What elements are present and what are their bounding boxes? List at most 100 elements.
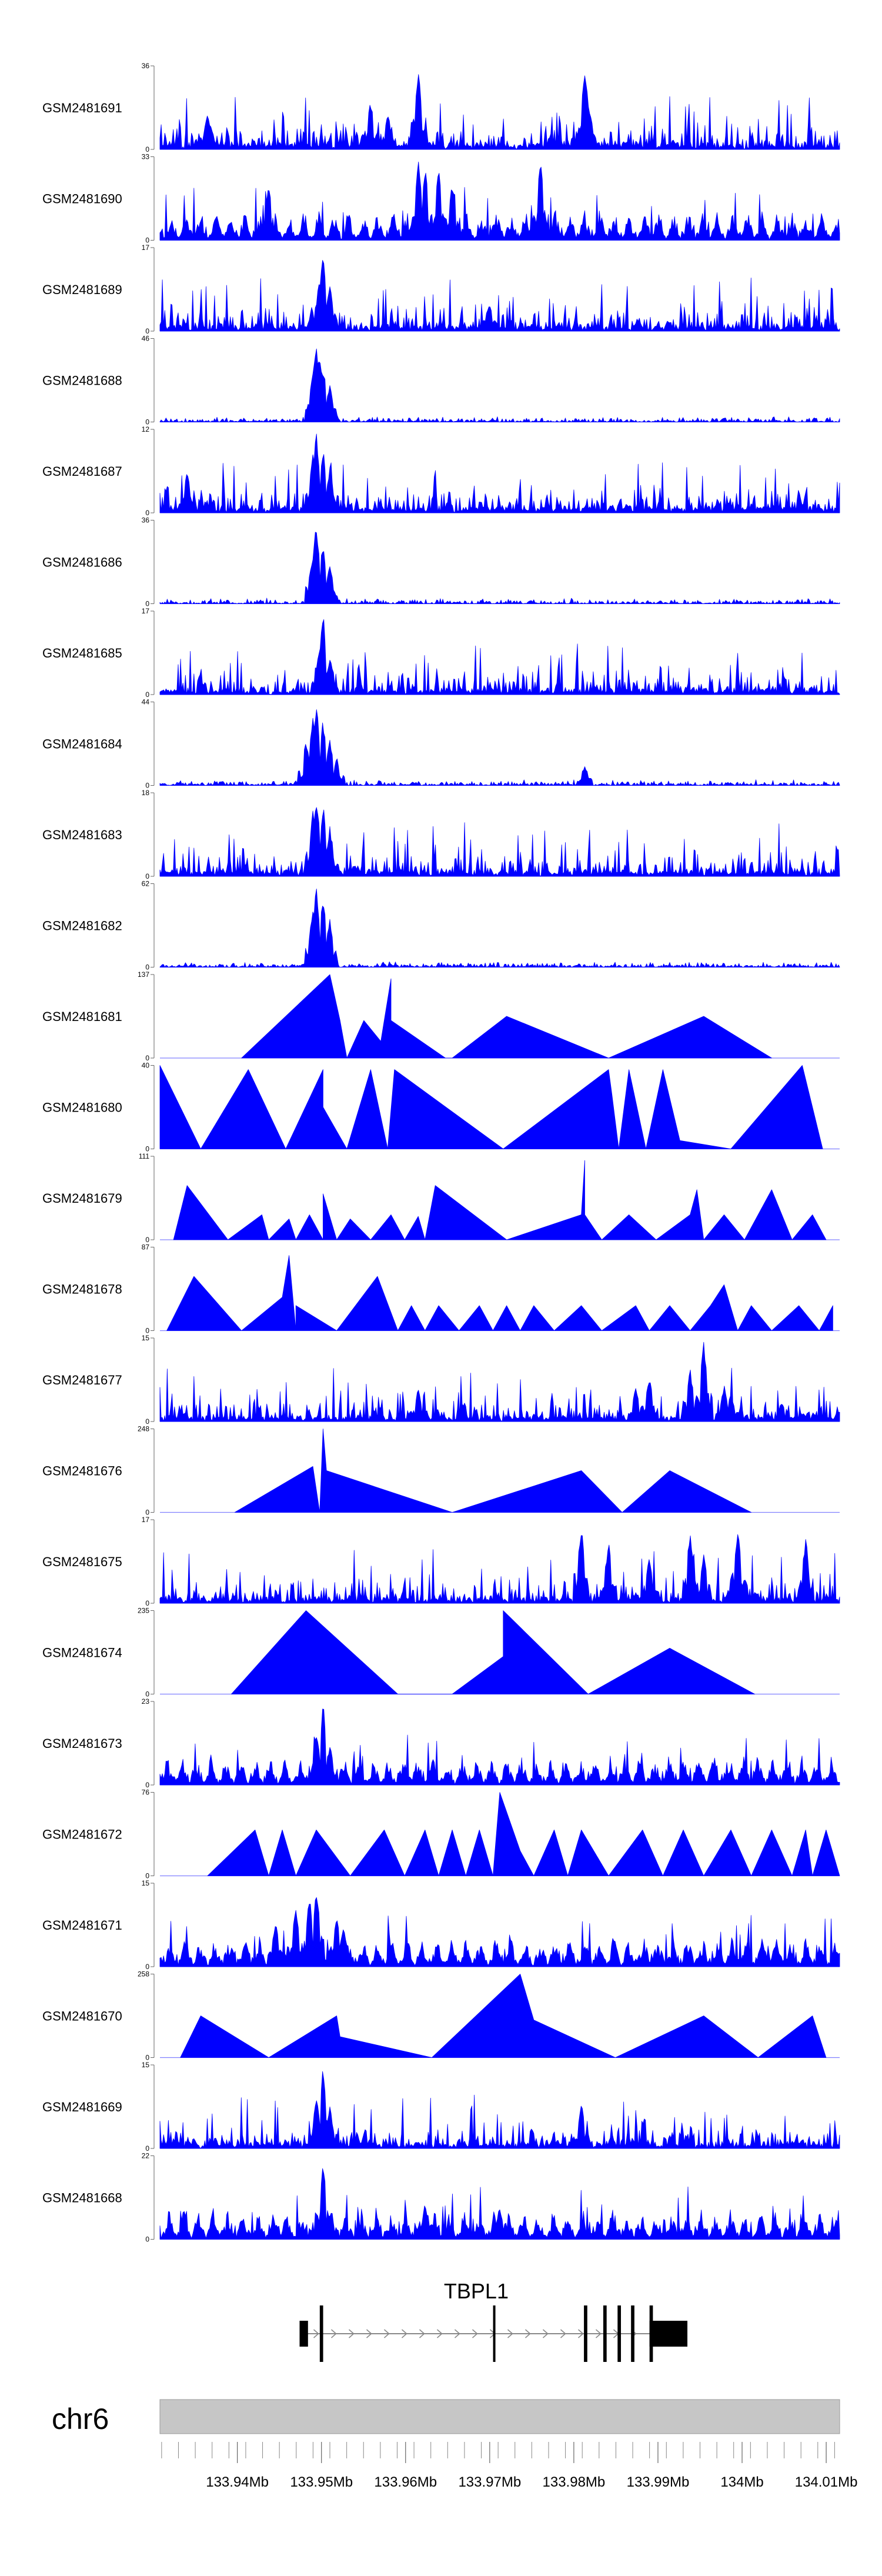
strand-arrow — [524, 2329, 531, 2338]
track-label: GSM2481674 — [42, 1646, 122, 1660]
y-tick-label-max: 17 — [142, 243, 150, 252]
track-label: GSM2481668 — [42, 2191, 122, 2205]
signal-area — [159, 2168, 840, 2240]
track-label: GSM2481669 — [42, 2100, 122, 2114]
strand-arrow — [348, 2329, 355, 2338]
y-tick-label-min: 0 — [145, 1236, 149, 1244]
y-tick-label-max: 36 — [142, 516, 150, 525]
y-tick-label-max: 22 — [142, 2152, 150, 2160]
track-GSM2481672: GSM2481672 76 0 — [42, 1788, 840, 1880]
track-GSM2481689: GSM2481689 17 0 — [42, 243, 840, 335]
signal-area — [159, 807, 840, 877]
gene-exon — [631, 2305, 634, 2362]
track-label: GSM2481685 — [42, 646, 122, 660]
y-tick-label-max: 111 — [139, 1152, 150, 1160]
axis-tick-label: 134.01Mb — [795, 2474, 858, 2490]
track-GSM2481679: GSM2481679 111 0 — [42, 1152, 840, 1244]
track-GSM2481682: GSM2481682 62 0 — [42, 880, 840, 972]
track-label: GSM2481683 — [42, 827, 122, 842]
axis-tick-label: 133.97Mb — [458, 2474, 521, 2490]
track-label: GSM2481688 — [42, 373, 122, 388]
y-tick-label-min: 0 — [145, 2235, 149, 2244]
strand-arrow — [436, 2329, 443, 2338]
gene-exon — [299, 2321, 308, 2347]
signal-area — [207, 1792, 840, 1876]
y-tick-label-max: 258 — [138, 1970, 149, 1978]
track-label: GSM2481673 — [42, 1736, 122, 1751]
y-tick-label-min: 0 — [145, 1599, 149, 1607]
strand-arrow — [507, 2329, 513, 2338]
y-tick-label-max: 62 — [142, 880, 150, 888]
track-label: GSM2481684 — [42, 737, 122, 752]
y-tick-label-min: 0 — [145, 145, 149, 154]
signal-area — [159, 619, 840, 695]
y-tick-label-min: 0 — [145, 872, 149, 880]
y-tick-label-max: 17 — [142, 1516, 150, 1524]
chromosome-band — [159, 2399, 840, 2434]
track-label: GSM2481677 — [42, 1373, 122, 1387]
y-tick-label-min: 0 — [145, 1417, 149, 1426]
y-tick-label-min: 0 — [145, 418, 149, 426]
y-tick-label-min: 0 — [145, 2054, 149, 2062]
axis-tick-label: 133.94Mb — [206, 2474, 269, 2490]
y-tick-label-max: 44 — [142, 698, 150, 706]
y-tick-label-max: 36 — [142, 62, 150, 70]
y-tick-label-max: 15 — [142, 2061, 150, 2069]
signal-area — [159, 2071, 840, 2149]
track-GSM2481671: GSM2481671 15 0 — [42, 1879, 840, 1971]
y-tick-label-max: 33 — [142, 153, 150, 161]
signal-area — [231, 1610, 755, 1694]
track-GSM2481687: GSM2481687 12 0 — [42, 425, 840, 517]
y-tick-label-max: 40 — [142, 1062, 150, 1070]
strand-arrow — [595, 2329, 602, 2338]
track-label: GSM2481675 — [42, 1554, 122, 1569]
y-tick-label-max: 76 — [142, 1788, 150, 1797]
ideogram-axis: chr6 133.94Mb 133.95Mb 133.96Mb 133.97Mb 133.… — [52, 2399, 858, 2490]
track-GSM2481691: GSM2481691 36 0 — [42, 62, 840, 154]
axis-tick-label: 133.96Mb — [374, 2474, 437, 2490]
strand-arrow — [366, 2329, 372, 2338]
y-tick-label-min: 0 — [145, 1690, 149, 1699]
strand-arrow — [330, 2329, 337, 2338]
signal-area — [173, 1160, 827, 1240]
gene-track: TBPL1 — [299, 2279, 688, 2362]
y-tick-label-min: 0 — [145, 690, 149, 699]
y-tick-label-min: 0 — [145, 1054, 149, 1062]
gene-name: TBPL1 — [444, 2279, 509, 2303]
track-GSM2481670: GSM2481670 258 0 — [42, 1970, 840, 2062]
track-label: GSM2481690 — [42, 192, 122, 206]
track-GSM2481688: GSM2481688 46 0 — [42, 335, 840, 426]
signal-area — [180, 1974, 827, 2058]
y-tick-label-min: 0 — [145, 236, 149, 245]
y-tick-label-min: 0 — [145, 327, 149, 335]
y-tick-label-max: 137 — [138, 970, 149, 979]
track-GSM2481678: GSM2481678 87 0 — [42, 1243, 840, 1335]
strand-arrow — [419, 2329, 425, 2338]
signal-area — [159, 433, 840, 513]
axis-tick-label: 133.99Mb — [627, 2474, 690, 2490]
signal-area — [159, 1065, 823, 1149]
y-tick-label-min: 0 — [145, 1145, 149, 1153]
track-GSM2481673: GSM2481673 23 0 — [42, 1697, 840, 1789]
y-tick-label-min: 0 — [145, 1872, 149, 1880]
y-tick-label-min: 0 — [145, 1781, 149, 1789]
signal-area — [159, 161, 840, 241]
track-GSM2481668: GSM2481668 22 0 — [42, 2152, 840, 2244]
signal-area — [159, 260, 840, 332]
track-label: GSM2481691 — [42, 101, 122, 115]
y-tick-label-min: 0 — [145, 1963, 149, 1971]
strand-arrow — [560, 2329, 566, 2338]
signal-area — [159, 74, 840, 150]
strand-arrow — [454, 2329, 460, 2338]
chromosome-label: chr6 — [52, 2403, 109, 2435]
signal-area — [159, 1342, 840, 1422]
track-GSM2481669: GSM2481669 15 0 — [42, 2061, 840, 2153]
track-GSM2481680: GSM2481680 40 0 — [42, 1062, 840, 1153]
signal-area — [159, 709, 840, 786]
axis-tick-label: 133.98Mb — [543, 2474, 606, 2490]
strand-arrow — [401, 2329, 407, 2338]
track-label: GSM2481672 — [42, 1827, 122, 1842]
signal-area — [159, 1897, 840, 1967]
y-tick-label-min: 0 — [145, 2144, 149, 2153]
y-tick-label-max: 15 — [142, 1879, 150, 1887]
